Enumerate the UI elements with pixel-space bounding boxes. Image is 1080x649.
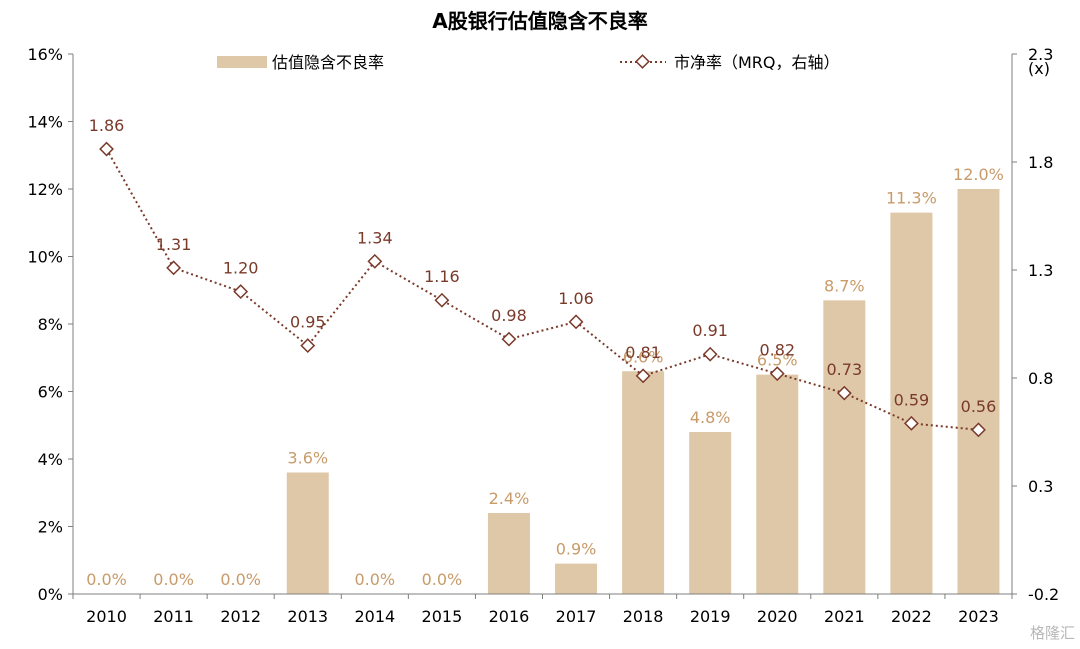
- pb-marker: [367, 253, 383, 269]
- bar: [756, 374, 799, 594]
- y-left-tick-label: 8%: [38, 315, 63, 334]
- bar: [823, 300, 866, 594]
- y-right-tick-label: 1.8: [1028, 153, 1053, 172]
- chart-title: A股银行估值隐含不良率: [432, 9, 647, 33]
- bar-value-label: 8.7%: [824, 276, 865, 295]
- pb-marker: [233, 284, 249, 300]
- pb-marker: [568, 314, 584, 330]
- bars-layer: 0.0% 0.0% 0.0% 3.6% 0.0% 0.0% 2.4% 0.9% 6.6% 4.8%…: [86, 165, 1004, 594]
- x-tick-label: 2016: [489, 607, 530, 626]
- pb-marker: [971, 422, 986, 438]
- pb-marker: [769, 366, 785, 382]
- legend-bar-swatch: [217, 56, 267, 68]
- pb-marker: [166, 260, 182, 276]
- bar-value-label: 0.0%: [220, 570, 261, 589]
- x-tick-label: 2015: [422, 607, 463, 626]
- bar-value-label: 0.0%: [86, 570, 127, 589]
- pb-marker: [836, 385, 852, 401]
- bar: [622, 371, 665, 594]
- y-right-tick-label: 0.3: [1028, 477, 1053, 496]
- bar: [689, 432, 732, 594]
- pb-line: [105, 148, 979, 431]
- bar-value-label: 11.3%: [886, 189, 937, 208]
- x-tick-label: 2022: [891, 607, 932, 626]
- bar-value-label: 3.6%: [287, 449, 328, 468]
- pb-value-label: 0.73: [827, 360, 863, 379]
- pb-value-label: 1.31: [156, 235, 192, 254]
- pb-marker: [434, 292, 450, 308]
- bar: [957, 189, 1000, 594]
- x-tick-label: 2023: [958, 607, 999, 626]
- pb-marker: [635, 368, 651, 384]
- bar-value-label: 6.6%: [623, 347, 664, 366]
- x-tick-label: 2019: [690, 607, 731, 626]
- x-tick-label: 2017: [556, 607, 597, 626]
- bar-value-label: 6.5%: [757, 351, 798, 370]
- pb-value-label: 1.16: [424, 267, 460, 286]
- y-left-tick-label: 14%: [27, 113, 63, 132]
- bar-value-label: 0.0%: [422, 570, 463, 589]
- pb-value-label: 0.56: [961, 397, 997, 416]
- y-left-tick-label: 12%: [27, 180, 63, 199]
- y-left-tick-label: 2%: [38, 518, 63, 537]
- x-tick-label: 2011: [153, 607, 194, 626]
- x-tick-label: 2020: [757, 607, 798, 626]
- legend-line-label: 市净率（MRQ，右轴）: [674, 53, 840, 72]
- pb-value-label: 0.59: [894, 390, 930, 409]
- y-right-tick-label: 0.8: [1028, 369, 1053, 388]
- x-tick-label: 2021: [824, 607, 865, 626]
- x-tick-label: 2012: [220, 607, 261, 626]
- line-layer: 1.86 1.31 1.20 0.95 1.34 1.16 0.98 1.06 0.81 0.91…: [89, 116, 997, 438]
- bar-value-label: 2.4%: [489, 489, 530, 508]
- pb-value-label: 0.98: [491, 306, 527, 325]
- legend: 估值隐含不良率 市净率（MRQ，右轴）: [217, 53, 840, 72]
- x-tick-label: 2010: [86, 607, 127, 626]
- bar-value-label: 0.0%: [354, 570, 395, 589]
- y-right-tick-label: 2.3: [1028, 45, 1053, 64]
- legend-line-marker: [635, 54, 650, 69]
- pb-value-label: 0.91: [692, 321, 728, 340]
- y-left-tick-label: 16%: [27, 45, 63, 64]
- bar: [555, 563, 598, 594]
- x-tick-label: 2018: [623, 607, 664, 626]
- pb-marker: [903, 415, 919, 431]
- y-left-tick-label: 0%: [38, 585, 63, 604]
- bar: [286, 472, 329, 594]
- x-tick-label: 2014: [354, 607, 395, 626]
- axes-layer: 0% 2% 4% 6% 8% 10% 12% 14% 16% -0.2 0.3 0.8 1.3 1.8 2.…: [27, 45, 1059, 626]
- x-tick-label: 2013: [287, 607, 328, 626]
- pb-value-label: 1.34: [357, 228, 393, 247]
- bar-value-label: 12.0%: [953, 165, 1004, 184]
- bar-value-label: 0.9%: [556, 540, 597, 559]
- y-left-tick-label: 6%: [38, 383, 63, 402]
- pb-value-label: 0.82: [759, 341, 795, 360]
- y-right-tick-label: -0.2: [1028, 585, 1059, 604]
- pb-marker: [702, 346, 718, 362]
- y-right-unit-label: (x): [1028, 59, 1050, 78]
- bar-value-label: 4.8%: [690, 408, 731, 427]
- pb-marker: [300, 338, 316, 354]
- pb-marker: [99, 141, 114, 157]
- pb-marker: [501, 331, 517, 347]
- y-left-tick-label: 4%: [38, 450, 63, 469]
- pb-value-label: 0.95: [290, 313, 326, 332]
- y-left-tick-label: 10%: [27, 248, 63, 267]
- pb-value-label: 1.86: [89, 116, 125, 135]
- bar-value-label: 0.0%: [153, 570, 194, 589]
- legend-bar-label: 估值隐含不良率: [272, 53, 384, 72]
- pb-value-label: 0.81: [625, 343, 661, 362]
- watermark: 格隆汇: [1030, 624, 1075, 642]
- bar: [890, 212, 933, 594]
- y-right-tick-label: 1.3: [1028, 261, 1053, 280]
- pb-value-label: 1.20: [223, 259, 259, 278]
- bar: [487, 513, 530, 594]
- pb-value-label: 1.06: [558, 289, 594, 308]
